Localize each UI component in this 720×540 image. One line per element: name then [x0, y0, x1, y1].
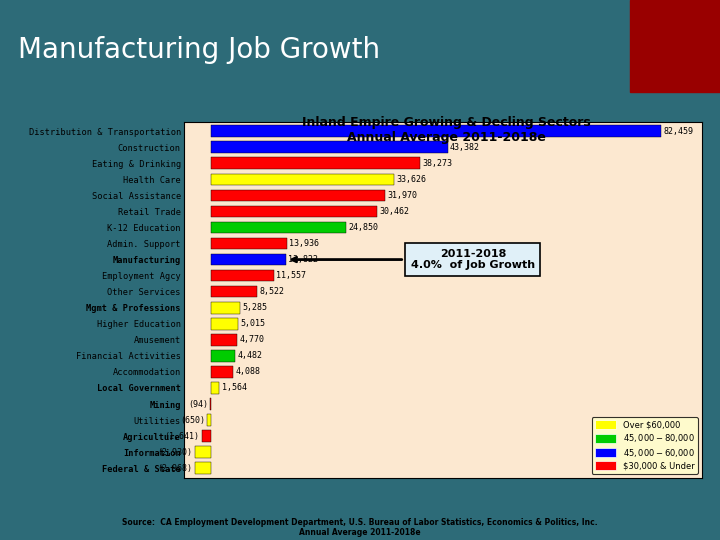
Text: 24,850: 24,850	[348, 223, 379, 232]
Bar	[211, 366, 233, 377]
Bar	[211, 141, 448, 153]
Text: 82,459: 82,459	[663, 127, 693, 136]
Bar	[207, 414, 211, 426]
Bar	[202, 430, 211, 442]
Bar	[211, 190, 385, 201]
Bar	[630, 0, 720, 92]
Text: 43,382: 43,382	[450, 143, 480, 152]
Bar	[211, 158, 420, 169]
Text: 31,970: 31,970	[387, 191, 418, 200]
Text: (2,968): (2,968)	[158, 464, 192, 472]
Bar	[211, 238, 287, 249]
Text: 38,273: 38,273	[422, 159, 452, 168]
Bar	[194, 462, 211, 474]
Text: 5,285: 5,285	[242, 303, 267, 312]
Bar	[211, 270, 274, 281]
Text: 2011-2018
4.0%  of Job Growth: 2011-2018 4.0% of Job Growth	[292, 249, 535, 271]
Text: (650): (650)	[180, 416, 205, 424]
Bar	[211, 318, 238, 329]
Text: 4,088: 4,088	[235, 367, 261, 376]
Bar	[211, 334, 237, 346]
Text: 11,557: 11,557	[276, 271, 306, 280]
Bar	[211, 206, 377, 217]
Text: 13,936: 13,936	[289, 239, 319, 248]
Text: Source:  CA Employment Development Department, U.S. Bureau of Labor Statistics, : Source: CA Employment Development Depart…	[122, 518, 598, 537]
Text: (2,930): (2,930)	[158, 448, 193, 457]
Text: 8,522: 8,522	[260, 287, 284, 296]
Bar	[195, 447, 211, 458]
Text: (94): (94)	[188, 400, 208, 409]
Text: 4,482: 4,482	[238, 352, 263, 360]
Bar	[211, 350, 235, 362]
Bar	[211, 173, 395, 185]
Text: 4,770: 4,770	[239, 335, 264, 345]
Text: 30,462: 30,462	[379, 207, 409, 216]
Text: 5,015: 5,015	[240, 319, 266, 328]
Text: Inland Empire Growing & Decling Sectors
Annual Average 2011-2018e: Inland Empire Growing & Decling Sectors …	[302, 116, 591, 144]
Text: 13,822: 13,822	[289, 255, 318, 264]
Bar	[211, 382, 220, 394]
Legend: Over $60,000, $45,000-$80,000, $45,000-$60,000, $30,000 & Under: Over $60,000, $45,000-$80,000, $45,000-$…	[592, 417, 698, 474]
Bar	[211, 302, 240, 314]
Text: Manufacturing Job Growth: Manufacturing Job Growth	[18, 37, 380, 64]
Bar	[211, 254, 287, 265]
Bar	[211, 125, 661, 137]
Text: 33,626: 33,626	[397, 175, 426, 184]
Text: 1,564: 1,564	[222, 383, 247, 393]
Text: (1,641): (1,641)	[165, 431, 199, 441]
Bar	[211, 222, 346, 233]
Bar	[211, 286, 257, 298]
